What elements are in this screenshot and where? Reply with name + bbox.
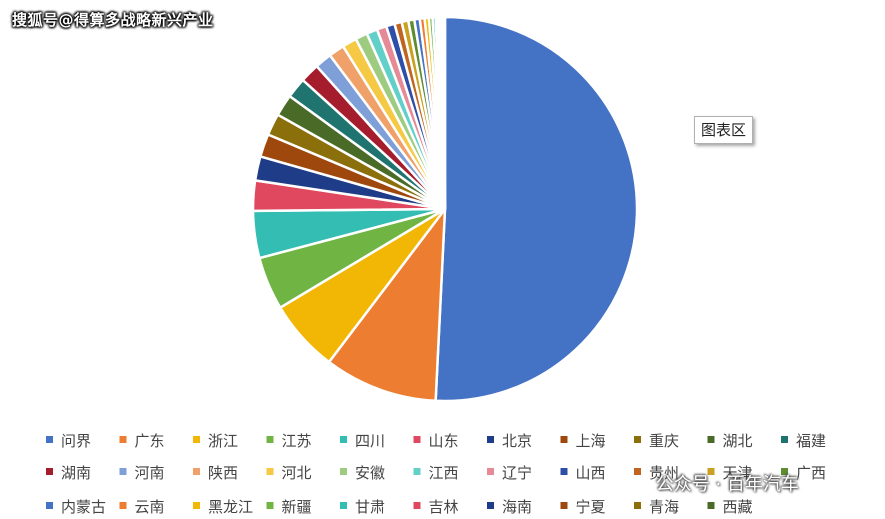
legend-marker-1 [46, 436, 53, 443]
watermark-bottom-text: 公众号 · 百年汽车 [655, 474, 799, 495]
legend-marker-25 [193, 502, 200, 509]
legend-label-13: 河南 [135, 464, 165, 482]
legend-marker-7 [487, 436, 494, 443]
legend-label-12: 湖南 [61, 464, 91, 482]
legend-label-2: 广东 [135, 432, 165, 450]
legend-label-8: 上海 [576, 432, 606, 450]
legend-marker-12 [46, 468, 53, 475]
legend-label-21: 天津 [723, 464, 753, 482]
legend-marker-2 [119, 436, 127, 443]
pie-slice-32 [442, 15, 447, 210]
chart-area-tooltip: 图表区 [694, 116, 754, 144]
legend-marker-21 [707, 468, 715, 475]
legend-marker-27 [340, 502, 347, 509]
legend-label-11: 福建 [796, 432, 826, 450]
legend-marker-14 [193, 468, 200, 475]
legend-marker-20 [634, 468, 641, 475]
wechat-icon [618, 474, 646, 496]
legend-label-4: 江苏 [282, 432, 312, 450]
legend-label-28: 吉林 [429, 498, 459, 516]
legend-label-10: 湖北 [723, 432, 753, 450]
legend-marker-28 [413, 502, 421, 509]
legend-marker-22 [781, 468, 788, 475]
legend-label-3: 浙江 [208, 432, 238, 450]
legend-marker-5 [340, 436, 347, 443]
legend-marker-32 [707, 502, 715, 509]
legend-label-5: 四川 [355, 432, 385, 450]
legend-marker-6 [413, 436, 421, 443]
legend-label-22: 广西 [796, 464, 826, 482]
legend-marker-16 [340, 468, 347, 475]
legend-marker-18 [487, 468, 494, 475]
watermark-top: 搜狐号@得算多战略新兴产业 [12, 11, 214, 29]
legend-label-6: 山东 [429, 432, 459, 450]
legend-label-18: 辽宁 [502, 464, 532, 482]
legend-marker-8 [560, 436, 568, 443]
legend-label-29: 海南 [502, 498, 532, 516]
pie-slice-2 [327, 205, 447, 403]
pie-slices [251, 15, 639, 403]
legend-marker-31 [634, 502, 641, 509]
legend-label-19: 山西 [576, 464, 606, 482]
legend-marker-15 [266, 468, 274, 475]
legend-marker-9 [634, 436, 641, 443]
legend-label-26: 新疆 [282, 498, 312, 516]
legend-label-32: 西藏 [723, 498, 753, 516]
legend-label-31: 青海 [649, 498, 679, 516]
pie-slice-1 [434, 15, 639, 403]
legend-marker-3 [193, 436, 200, 443]
legend-marker-29 [487, 502, 494, 509]
legend-label-24: 云南 [135, 498, 165, 516]
legend-marker-10 [707, 436, 715, 443]
legend-marker-11 [781, 436, 788, 443]
legend-label-9: 重庆 [649, 432, 679, 450]
legend-marker-23 [46, 502, 53, 509]
legend-label-1: 问界 [61, 432, 91, 450]
legend-label-20: 贵州 [649, 464, 679, 482]
legend-label-7: 北京 [502, 432, 532, 450]
legend-label-14: 陕西 [208, 464, 238, 482]
legend-marker-19 [560, 468, 568, 475]
legend-label-15: 河北 [282, 464, 312, 482]
legend-marker-17 [413, 468, 421, 475]
legend-marker-30 [560, 502, 568, 509]
legend-label-30: 宁夏 [576, 498, 606, 516]
legend-marker-24 [119, 502, 127, 509]
legend-label-16: 安徽 [355, 464, 385, 482]
legend-label-27: 甘肃 [355, 498, 385, 516]
legend-marker-4 [266, 436, 274, 443]
legend-marker-26 [266, 502, 274, 509]
legend-marker-13 [119, 468, 127, 475]
legend-label-23: 内蒙古 [61, 498, 106, 516]
legend-label-17: 江西 [429, 464, 459, 482]
legend-label-25: 黑龙江 [208, 498, 253, 516]
watermark-bottom: 公众号 · 百年汽车 [618, 472, 799, 498]
